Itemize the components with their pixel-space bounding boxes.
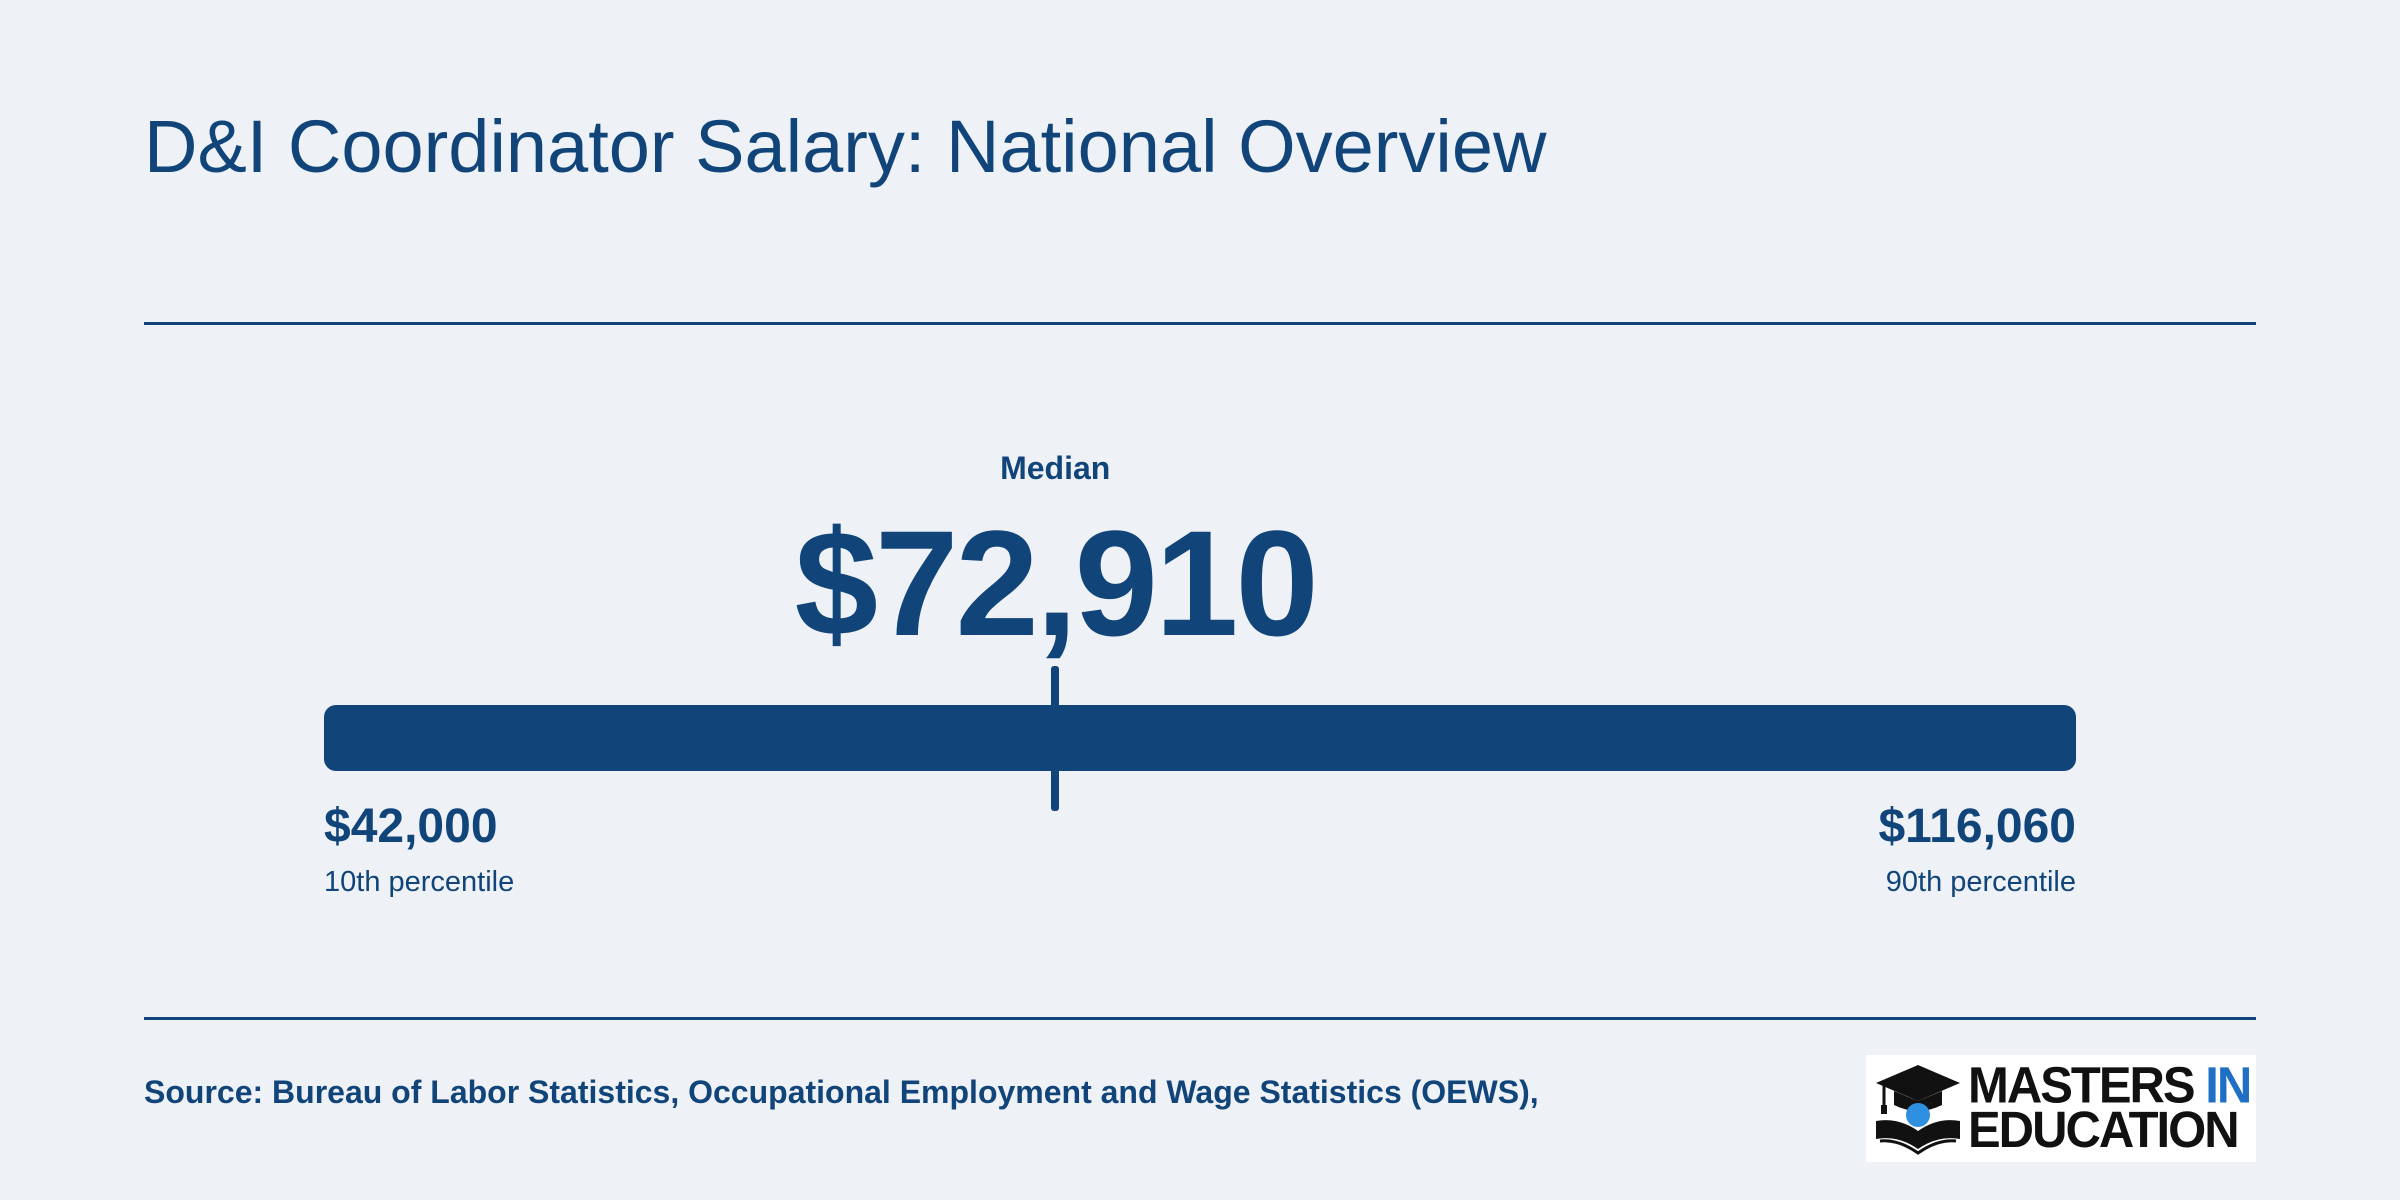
max-label: 90th percentile [1885, 866, 2076, 898]
logo-wordmark: MASTERS IN EDUCATION [1968, 1061, 2252, 1159]
median-value: $72,910 [794, 499, 1319, 667]
min-label: 10th percentile [324, 866, 515, 898]
logo-word-education: EDUCATION [1968, 1102, 2240, 1159]
min-value: $42,000 [324, 800, 498, 853]
top-divider [144, 322, 2256, 325]
salary-range-bar [324, 705, 2076, 771]
median-marker [1051, 666, 1060, 811]
masters-in-education-logo: MASTERS IN EDUCATION [1866, 1055, 2256, 1162]
median-label: Median [1000, 450, 1111, 486]
logo-word-in: IN [2205, 1057, 2252, 1115]
logo-word-masters: MASTERS [1968, 1057, 2196, 1115]
max-value: $116,060 [1878, 800, 2076, 853]
page-title: D&I Coordinator Salary: National Overvie… [144, 105, 1547, 188]
bottom-divider [144, 1017, 2256, 1020]
graduation-cap-book-icon [1876, 1064, 1960, 1155]
source-note: Source: Bureau of Labor Statistics, Occu… [144, 1074, 1539, 1110]
